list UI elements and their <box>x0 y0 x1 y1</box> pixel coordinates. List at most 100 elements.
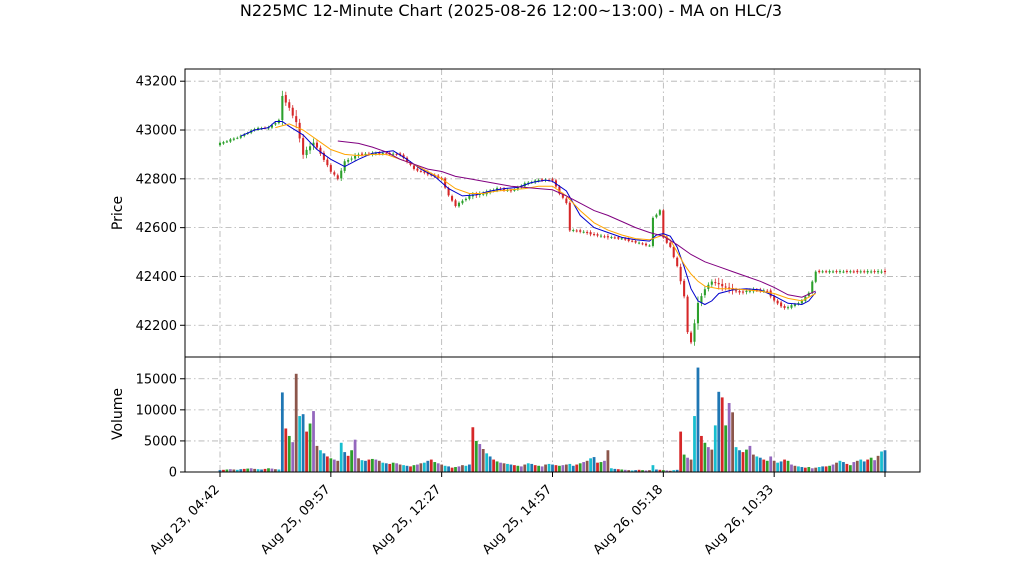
candle-body <box>603 236 606 238</box>
candle-body <box>322 152 325 160</box>
volume-bar <box>381 462 385 472</box>
volume-bar <box>824 466 828 472</box>
candle-body <box>724 286 727 288</box>
volume-bar <box>526 463 530 472</box>
candle-body <box>748 290 751 292</box>
candle-body <box>478 193 481 196</box>
volume-bar <box>651 465 655 472</box>
volume-bar <box>578 463 582 472</box>
candle-body <box>672 246 675 258</box>
volume-bar <box>648 470 651 472</box>
volume-bar <box>765 460 769 472</box>
candle-body <box>395 153 398 155</box>
volume-bar <box>748 445 752 472</box>
volume-bar <box>596 462 599 472</box>
volume-bar <box>668 470 672 472</box>
volume-bar <box>883 450 887 472</box>
candle-body <box>613 237 616 239</box>
candle-body <box>866 270 869 273</box>
volume-bar <box>686 457 689 472</box>
candle-body <box>482 193 485 195</box>
price-y-tick-label: 42200 <box>136 319 177 334</box>
candle-body <box>644 243 648 246</box>
chart-title: N225MC 12-Minute Chart (2025-08-26 12:00… <box>240 1 782 20</box>
volume-bar <box>745 449 748 472</box>
volume-bar <box>239 469 243 472</box>
candle-body <box>312 142 315 146</box>
volume-bar <box>391 462 395 472</box>
candle-body <box>686 296 689 333</box>
volume-bar <box>776 462 780 472</box>
candle-body <box>593 234 596 236</box>
moving-average-line <box>337 140 816 298</box>
candle-body <box>575 230 578 232</box>
candle-body <box>655 214 658 218</box>
candle-body <box>402 154 405 158</box>
candle-body <box>690 332 693 343</box>
volume-bar <box>599 462 603 472</box>
candle-body <box>447 188 450 196</box>
volume-bar <box>322 453 326 472</box>
volume-bar <box>866 459 870 472</box>
volume-bar <box>242 468 246 472</box>
candle-body <box>859 271 862 273</box>
volume-bar <box>623 469 627 472</box>
moving-average-lines <box>240 121 817 306</box>
volume-bar <box>800 467 804 472</box>
volume-bar <box>474 440 478 472</box>
candle-body <box>717 283 720 285</box>
volume-bar <box>873 460 876 472</box>
volume-bar <box>274 469 277 472</box>
candle-body <box>392 153 395 155</box>
volume-bar <box>225 469 229 472</box>
volume-bar <box>530 463 534 472</box>
candle-body <box>326 159 329 166</box>
volume-bar <box>495 461 499 472</box>
volume-bar <box>769 456 773 472</box>
volume-bar <box>429 459 433 472</box>
candle-body <box>565 198 568 204</box>
volume-bar <box>665 470 669 472</box>
candle-body <box>728 287 731 289</box>
candle-body <box>496 188 499 191</box>
volume-bar <box>634 470 638 472</box>
volume-bar <box>280 392 284 472</box>
candle-body <box>811 281 814 293</box>
candle-body <box>329 165 332 172</box>
volume-bar <box>731 412 734 472</box>
volume-bar <box>675 469 679 472</box>
candle-body <box>606 236 609 238</box>
candle-body <box>222 142 225 144</box>
candle-body <box>274 123 277 125</box>
volume-bar <box>467 464 471 472</box>
candle-body <box>852 271 855 273</box>
volume-bar <box>235 469 239 472</box>
candle-body <box>561 194 564 198</box>
volume-bar <box>485 453 489 472</box>
candle-body <box>624 238 627 240</box>
volume-bar <box>319 450 322 472</box>
candle-body <box>700 296 703 304</box>
candle-body <box>703 289 706 296</box>
volume-bar <box>842 462 845 472</box>
volume-bar <box>672 470 676 472</box>
volume-bar <box>249 468 253 472</box>
candle-body <box>762 290 765 292</box>
candle-body <box>295 116 298 123</box>
volume-bar <box>419 463 423 472</box>
volume-bar <box>332 459 336 472</box>
volume-bar <box>371 458 374 472</box>
volume-bar <box>658 469 662 472</box>
candle-body <box>735 290 738 292</box>
candle-body <box>849 271 852 273</box>
candle-body <box>412 165 415 169</box>
candle-body <box>551 179 554 181</box>
candle-body <box>378 152 381 154</box>
candle-body <box>863 271 866 273</box>
volume-bar <box>703 442 707 472</box>
volume-bar <box>305 431 308 472</box>
candle-body <box>818 270 821 273</box>
volume-bar <box>256 469 260 472</box>
candle-body <box>627 238 630 242</box>
volume-bar <box>312 411 315 472</box>
